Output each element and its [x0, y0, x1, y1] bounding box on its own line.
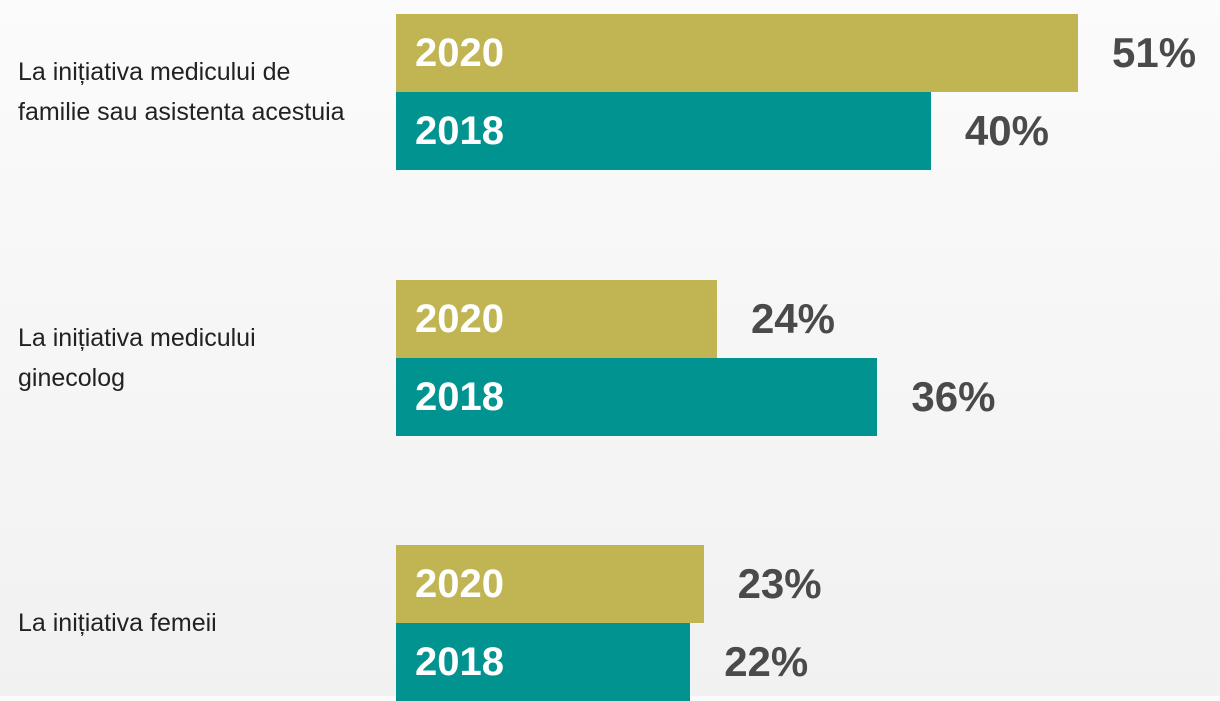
bar [396, 14, 1078, 92]
series-label: 2020 [415, 31, 504, 75]
category-label: La inițiativa medicului ginecolog [18, 323, 256, 392]
bar [396, 545, 704, 623]
bar [396, 623, 691, 701]
series-label: 2018 [415, 374, 504, 419]
series-label: 2020 [415, 296, 504, 341]
series-label: 2020 [415, 562, 504, 606]
value-label: 24% [750, 294, 835, 342]
series-label: 2018 [415, 109, 504, 153]
bar [396, 92, 931, 170]
series-label: 2018 [415, 640, 504, 684]
value-label: 22% [724, 638, 809, 685]
bar [396, 279, 717, 358]
category-label: La inițiativa medicului de familie sau a… [18, 58, 345, 126]
value-label: 40% [964, 107, 1049, 154]
category-label: La inițiativa femeii [18, 609, 217, 637]
value-label: 23% [737, 560, 822, 607]
value-label: 36% [911, 372, 996, 420]
bar [396, 357, 878, 436]
value-label: 51% [1112, 29, 1197, 76]
